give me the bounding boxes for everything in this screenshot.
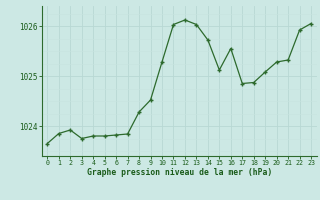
X-axis label: Graphe pression niveau de la mer (hPa): Graphe pression niveau de la mer (hPa) <box>87 168 272 177</box>
